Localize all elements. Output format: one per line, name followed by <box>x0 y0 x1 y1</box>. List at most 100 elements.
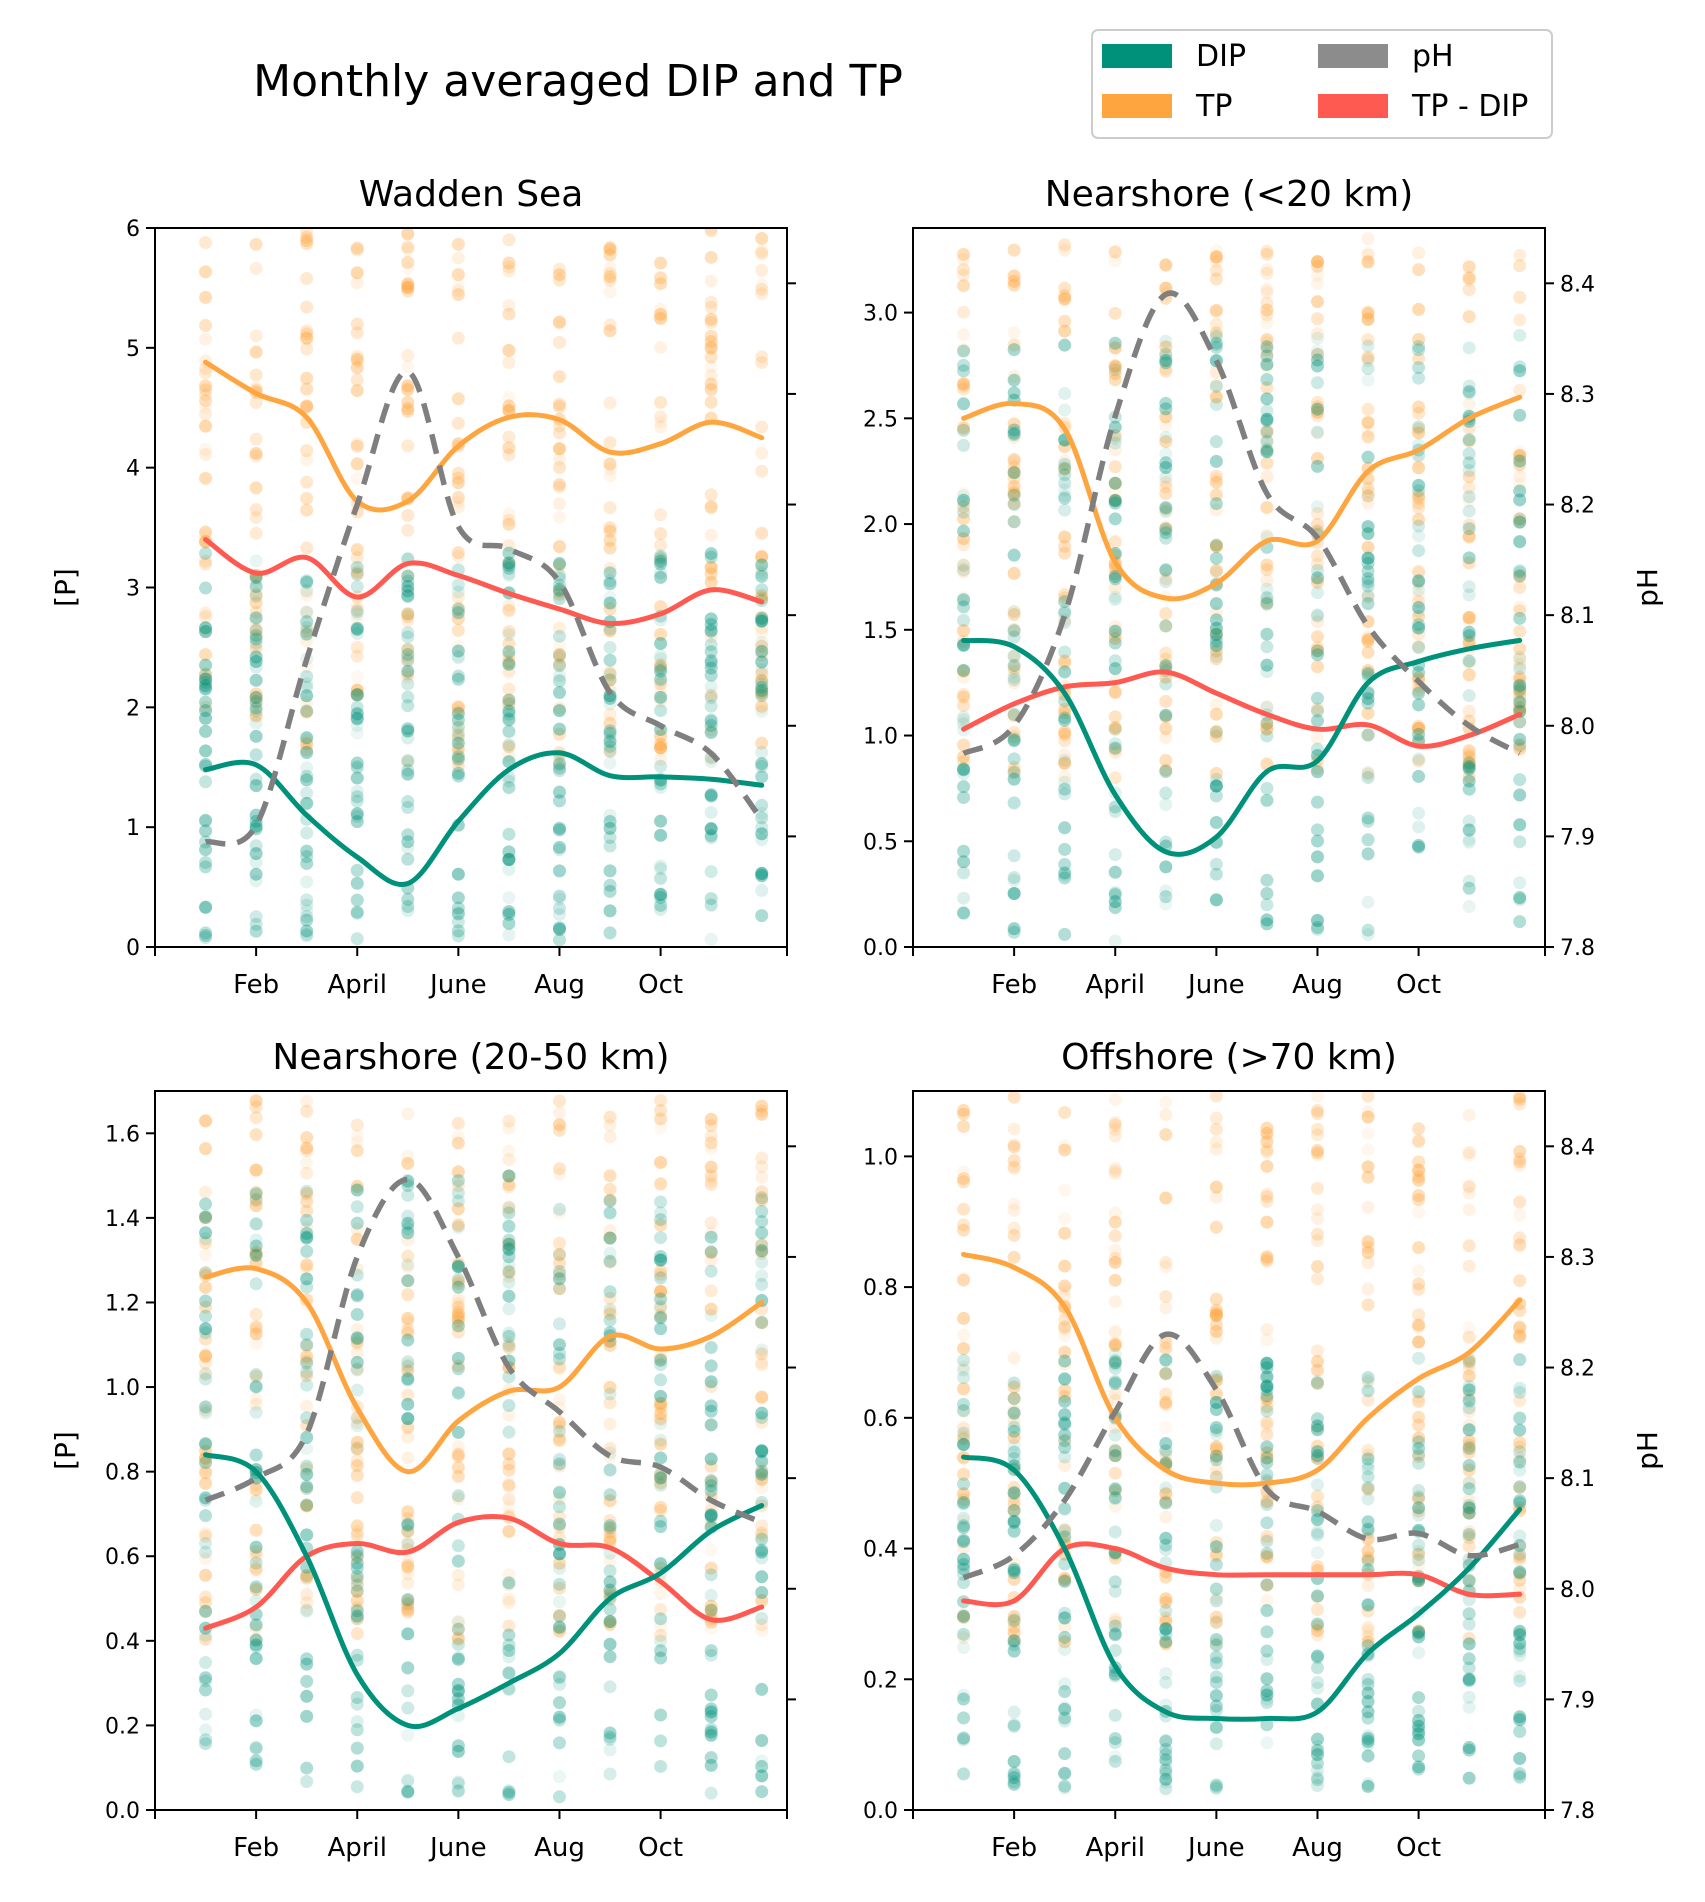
scatter-point <box>249 1199 263 1213</box>
scatter-point <box>1310 731 1324 745</box>
scatter-point <box>654 1322 668 1336</box>
scatter-point <box>1310 648 1324 662</box>
scatter-point <box>1209 272 1223 286</box>
scatter-point <box>1412 1133 1426 1147</box>
scatter-point <box>401 767 415 781</box>
scatter-point <box>1462 1321 1476 1335</box>
scatter-point <box>1513 364 1527 378</box>
scatter-point <box>1007 1140 1021 1154</box>
scatter-point <box>755 680 769 694</box>
scatter-point <box>704 567 718 581</box>
scatter-point <box>1007 1392 1021 1406</box>
scatter-point <box>249 708 263 722</box>
scatter-point <box>451 720 465 734</box>
scatter-point <box>502 707 516 721</box>
scatter-point <box>1361 1373 1375 1387</box>
scatter-point <box>350 439 364 453</box>
scatter-point <box>1513 570 1527 584</box>
scatter-point <box>704 315 718 329</box>
scatter-point <box>552 1624 566 1638</box>
scatter-point <box>502 693 516 707</box>
scatter-point <box>300 1528 314 1542</box>
scatter-point <box>1260 591 1274 605</box>
scatter-point <box>957 1311 971 1325</box>
scatter-point <box>1361 1482 1375 1496</box>
scatter-point <box>401 277 415 291</box>
scatter-point <box>1513 1445 1527 1459</box>
scatter-point <box>1513 1304 1527 1318</box>
scatter-point <box>401 626 415 640</box>
scatter-point <box>300 1339 314 1353</box>
scatter-point <box>552 1118 566 1132</box>
scatter-point <box>350 1383 364 1397</box>
scatter-point <box>654 737 668 751</box>
scatter-point <box>502 1200 516 1214</box>
scatter-point <box>1361 1629 1375 1643</box>
scatter-point <box>1159 1336 1173 1350</box>
axes-frame <box>912 1090 1546 1811</box>
scatter-point <box>957 263 971 277</box>
y2-tick-label: 8.1 <box>1560 604 1595 629</box>
scatter-point <box>1412 1390 1426 1404</box>
scatter-point <box>401 1511 415 1525</box>
scatter-point <box>704 1479 718 1493</box>
scatter-point <box>704 1603 718 1617</box>
scatter-point <box>755 1236 769 1250</box>
scatter-point <box>1412 1441 1426 1455</box>
scatter-point <box>1513 535 1527 549</box>
scatter-point <box>654 1292 668 1306</box>
scatter-point <box>755 1238 769 1252</box>
scatter-point <box>654 1433 668 1447</box>
scatter-point <box>1513 1550 1527 1564</box>
scatter-point <box>654 1195 668 1209</box>
scatter-point <box>1462 770 1476 784</box>
scatter-point <box>249 839 263 853</box>
scatter-point <box>1209 317 1223 331</box>
scatter-point <box>350 809 364 823</box>
scatter-point <box>957 1273 971 1287</box>
scatter-point <box>755 611 769 625</box>
scatter-point <box>1513 650 1527 664</box>
scatter-point <box>1513 493 1527 507</box>
scatter-point <box>1058 1779 1072 1793</box>
scatter-point <box>1513 835 1527 849</box>
scatter-point <box>1260 1379 1274 1393</box>
scatter-point <box>451 1615 465 1629</box>
scatter-point <box>654 1104 668 1118</box>
scatter-point <box>1462 1475 1476 1489</box>
scatter-point <box>654 1353 668 1367</box>
scatter-point <box>401 1430 415 1444</box>
scatter-point <box>552 621 566 635</box>
scatter-point <box>1209 634 1223 648</box>
scatter-point <box>704 1142 718 1156</box>
scatter-point <box>1513 1767 1527 1781</box>
scatter-point <box>704 341 718 355</box>
scatter-point <box>1260 1187 1274 1201</box>
scatter-point <box>199 1232 213 1246</box>
scatter-point <box>552 397 566 411</box>
scatter-point <box>1159 1531 1173 1545</box>
scatter-point <box>1159 1290 1173 1304</box>
scatter-point <box>199 394 213 408</box>
scatter-point <box>401 1188 415 1202</box>
scatter-point <box>1159 402 1173 416</box>
x-tick-label: June <box>428 970 487 1000</box>
scatter-point <box>1462 464 1476 478</box>
scatter-point <box>957 593 971 607</box>
scatter-point <box>1513 715 1527 729</box>
y2-tick-label: 8.1 <box>1560 1467 1595 1492</box>
scatter-point <box>1513 682 1527 696</box>
scatter-point <box>350 1627 364 1641</box>
scatter-point <box>1513 1547 1527 1561</box>
scatter-point <box>350 1216 364 1230</box>
scatter-point <box>552 540 566 554</box>
scatter-point <box>552 1581 566 1595</box>
scatter-point <box>1361 1256 1375 1270</box>
scatter-point <box>1007 1438 1021 1452</box>
scatter-point <box>1058 1450 1072 1464</box>
scatter-point <box>755 563 769 577</box>
scatter-point <box>451 701 465 715</box>
scatter-point <box>1310 1763 1324 1777</box>
scatter-point <box>249 449 263 463</box>
scatter-point <box>1412 1351 1426 1365</box>
